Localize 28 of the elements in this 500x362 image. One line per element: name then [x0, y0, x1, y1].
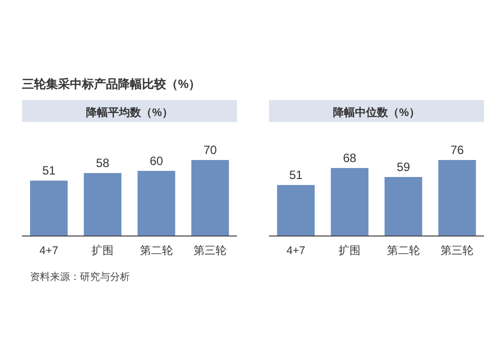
bar	[384, 177, 422, 236]
data-label: 51	[42, 164, 56, 178]
x-tick-label: 第二轮	[140, 245, 173, 257]
bar	[330, 168, 368, 236]
chart-subtitle: 降幅平均数（%）	[86, 106, 173, 119]
x-tick-label: 扩围	[92, 244, 114, 257]
bar	[277, 185, 315, 236]
x-tick-label: 第二轮	[386, 245, 420, 257]
data-label: 60	[150, 154, 164, 168]
x-tick-label: 第三轮	[194, 245, 227, 257]
bar	[84, 173, 122, 236]
text: 资料来源：研究与分析	[30, 271, 130, 283]
x-tick-label: 扩围	[338, 244, 361, 257]
bar	[438, 160, 476, 236]
bar	[191, 160, 229, 236]
data-label: 68	[342, 151, 357, 165]
data-label: 51	[289, 168, 303, 182]
chart-title: 三轮集采中标产品降幅比较（%）	[22, 77, 201, 91]
x-tick-label: 4+7	[40, 245, 58, 257]
data-label: 59	[396, 160, 410, 174]
data-label: 58	[96, 156, 110, 170]
x-tick-label: 4+7	[286, 245, 306, 257]
data-label: 76	[450, 143, 464, 157]
bar	[30, 180, 68, 236]
bar	[138, 170, 176, 236]
x-tick-label: 第三轮	[440, 245, 474, 257]
data-label: 70	[203, 143, 218, 157]
chart-subtitle: 降幅中位数（%）	[333, 106, 420, 119]
